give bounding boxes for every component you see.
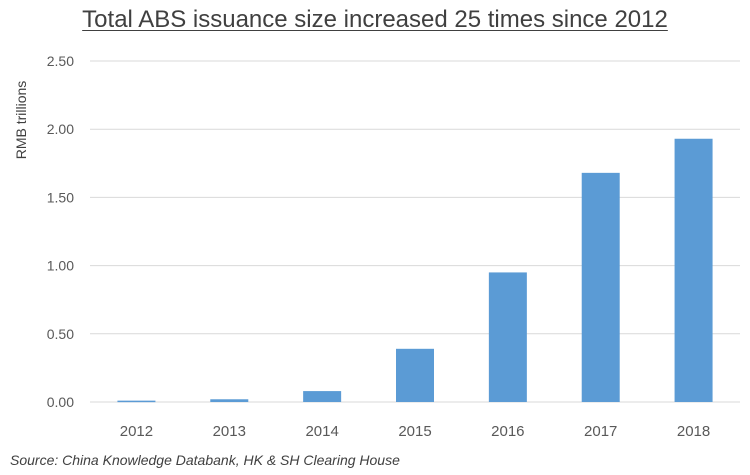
bar-2016 <box>488 272 527 402</box>
bar-2018 <box>674 138 713 403</box>
y-tick-label: 0.00 <box>47 394 74 410</box>
bar-2015 <box>396 348 434 402</box>
x-tick-label: 2012 <box>120 423 153 440</box>
x-tick-labels: 2012 2013 2014 2015 2016 2017 2018 <box>120 423 711 440</box>
y-tick-label: 0.50 <box>47 326 74 342</box>
bar-2013 <box>210 399 249 402</box>
x-tick-label: 2018 <box>677 423 710 440</box>
chart-title: Total ABS issuance size increased 25 tim… <box>82 6 668 33</box>
x-tick-label: 2015 <box>398 423 431 440</box>
x-tick-label: 2016 <box>491 423 524 440</box>
x-tick-label: 2017 <box>584 423 617 440</box>
y-tick-label: 1.00 <box>47 258 74 274</box>
x-tick-label: 2013 <box>213 423 246 440</box>
y-tick-labels: 0.00 0.50 1.00 1.50 2.00 2.50 <box>47 53 74 410</box>
source-note: Source: China Knowledge Databank, HK & S… <box>10 452 400 468</box>
bar-2014 <box>303 391 342 402</box>
y-tick-label: 1.50 <box>47 189 74 205</box>
y-tick-label: 2.50 <box>47 53 74 69</box>
bar-2017 <box>581 172 620 402</box>
bars <box>117 138 713 403</box>
y-tick-label: 2.00 <box>47 121 74 137</box>
bar-2012 <box>117 400 156 403</box>
x-tick-label: 2014 <box>305 423 338 440</box>
gridlines <box>90 60 740 403</box>
y-axis-label: RMB trillions <box>13 81 29 160</box>
